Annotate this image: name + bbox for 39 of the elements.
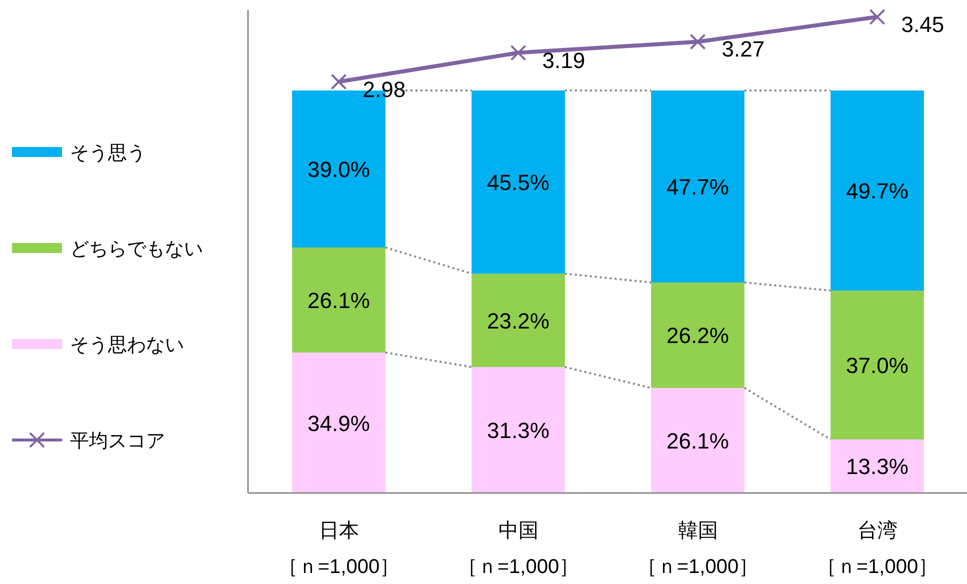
bar [830,90,924,291]
data-label: 49.7% [846,178,908,204]
x-tick-label: 台湾［ｎ=1,000］ [816,520,938,578]
point [330,74,347,90]
x-tick-label: 韓国［ｎ=1,000］ [636,520,759,578]
data-label: 26.1% [666,428,729,454]
bar [292,352,386,493]
data-label: 26.1% [308,288,370,313]
legend-label: 平均スコア [70,431,165,452]
data-label: 3.27 [722,36,765,62]
x-tick-label: 中国［ｎ=1,000］ [457,520,580,578]
bar [830,290,924,440]
data-label: 37.0% [846,353,908,378]
data-label: 47.7% [666,174,729,200]
data-label: 39.0% [308,156,370,182]
data-label: 3.19 [542,48,586,73]
legend-label: そう思わない [70,335,184,356]
data-label: 23.2% [487,308,550,334]
bar [830,439,924,493]
point [690,34,706,50]
data-label: 3.45 [901,12,944,37]
data-label: 45.5% [487,170,550,196]
bar [651,388,744,493]
legend-label: そう思う [70,143,146,164]
data-label: 31.3% [487,418,550,444]
legend-label: どちらでもない [70,239,203,260]
bar [651,90,744,282]
data-label: 34.9% [308,410,370,436]
bar [651,282,744,388]
bar [472,90,565,274]
data-label: 13.3% [846,454,908,480]
point [510,44,526,61]
x-tick-label: 日本［ｎ=1,000］ [278,520,400,578]
data-label: 2.98 [362,76,406,102]
point [869,8,886,25]
data-label: 26.2% [666,323,729,348]
bar [472,274,565,368]
bar [472,367,565,493]
bar [292,247,386,353]
